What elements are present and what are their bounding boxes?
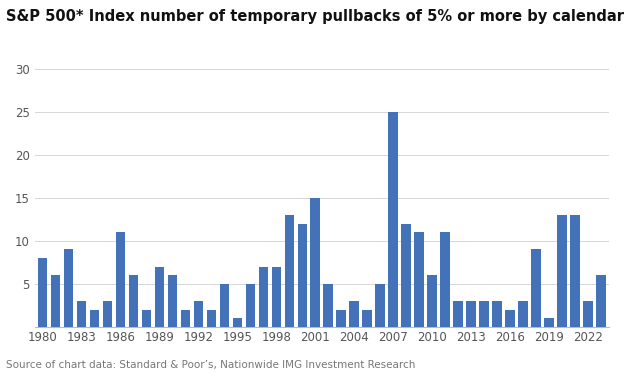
Bar	[401, 224, 411, 327]
Bar	[193, 301, 203, 327]
Bar	[271, 267, 281, 327]
Bar	[180, 310, 190, 327]
Bar	[454, 301, 463, 327]
Bar	[492, 301, 502, 327]
Bar	[311, 198, 320, 327]
Bar	[557, 215, 567, 327]
Bar	[583, 301, 593, 327]
Bar	[258, 267, 268, 327]
Bar	[519, 301, 528, 327]
Bar	[414, 232, 424, 327]
Bar	[77, 301, 86, 327]
Text: Source of chart data: Standard & Poor’s, Nationwide IMG Investment Research: Source of chart data: Standard & Poor’s,…	[6, 360, 416, 370]
Bar	[90, 310, 99, 327]
Bar	[233, 318, 242, 327]
Bar	[597, 275, 606, 327]
Bar	[37, 258, 47, 327]
Bar	[115, 232, 125, 327]
Bar	[207, 310, 217, 327]
Bar	[168, 275, 177, 327]
Bar	[363, 310, 372, 327]
Bar	[51, 275, 61, 327]
Bar	[336, 310, 346, 327]
Bar	[298, 224, 307, 327]
Bar	[389, 112, 398, 327]
Bar	[142, 310, 152, 327]
Bar	[323, 284, 333, 327]
Bar	[349, 301, 359, 327]
Bar	[532, 249, 541, 327]
Bar	[544, 318, 554, 327]
Bar	[102, 301, 112, 327]
Bar	[376, 284, 385, 327]
Bar	[245, 284, 255, 327]
Bar	[570, 215, 580, 327]
Bar	[441, 232, 450, 327]
Bar	[479, 301, 489, 327]
Bar	[466, 301, 476, 327]
Bar	[427, 275, 437, 327]
Bar	[220, 284, 229, 327]
Bar	[155, 267, 164, 327]
Bar	[129, 275, 139, 327]
Bar	[505, 310, 515, 327]
Bar	[64, 249, 74, 327]
Text: S&P 500* Index number of temporary pullbacks of 5% or more by calendar year: S&P 500* Index number of temporary pullb…	[6, 9, 624, 24]
Bar	[285, 215, 295, 327]
